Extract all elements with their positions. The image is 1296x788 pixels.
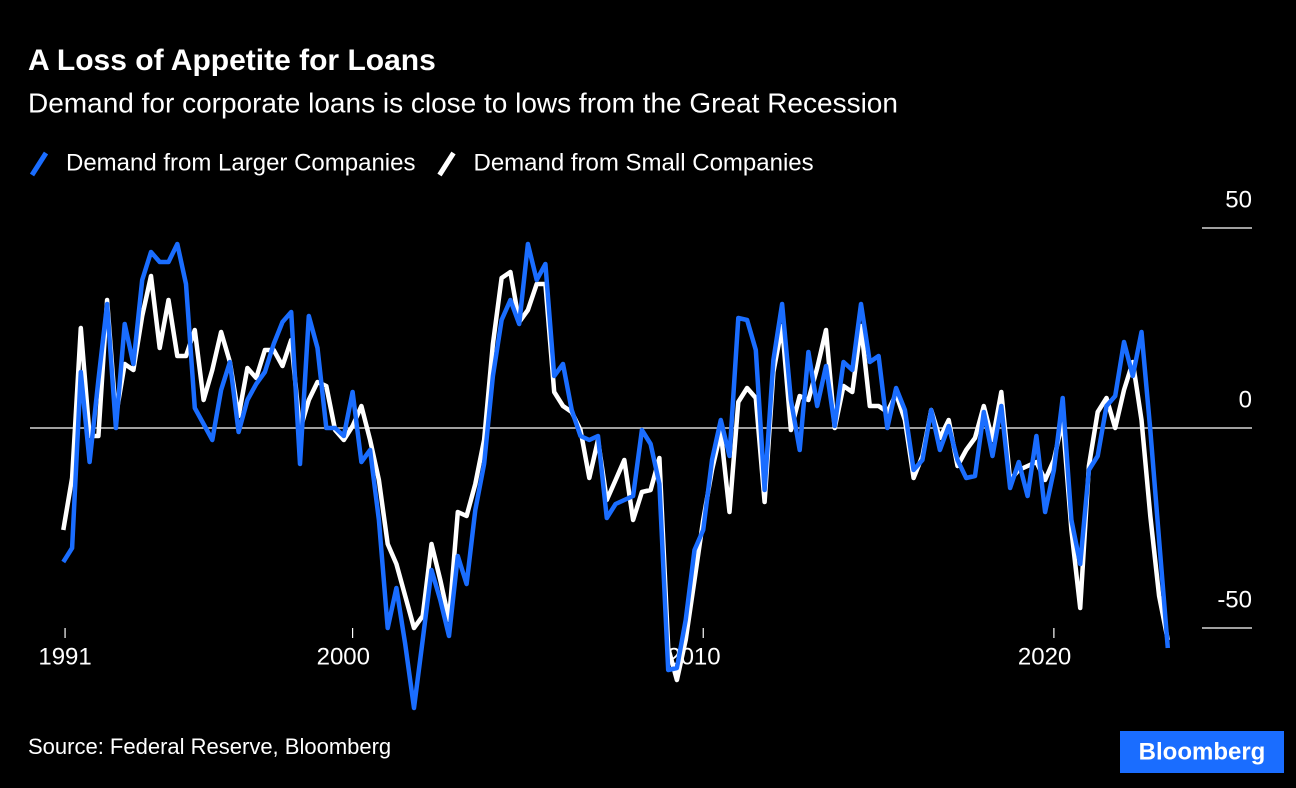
x-tick-label: 2000 <box>317 643 370 670</box>
brand-box <box>1120 731 1284 773</box>
y-tick-label: 50 <box>1225 186 1252 213</box>
y-tick-label: 0 <box>1239 386 1252 413</box>
legend-swatch <box>437 151 456 177</box>
brand: Bloomberg <box>1139 738 1266 765</box>
chart-title: A Loss of Appetite for Loans <box>28 44 436 77</box>
legend-label: Demand from Small Companies <box>474 149 814 176</box>
source: Source: Federal Reserve, Bloomberg <box>28 734 391 759</box>
chart-subtitle: Demand for corporate loans is close to l… <box>28 87 898 118</box>
series-line <box>61 269 1171 683</box>
x-tick-label: 1991 <box>38 643 91 670</box>
x-tick-label: 2020 <box>1018 643 1071 670</box>
legend-label: Demand from Larger Companies <box>66 149 416 176</box>
legend-swatch <box>29 151 49 177</box>
series-line <box>61 241 1171 711</box>
y-tick-label: -50 <box>1217 586 1252 613</box>
